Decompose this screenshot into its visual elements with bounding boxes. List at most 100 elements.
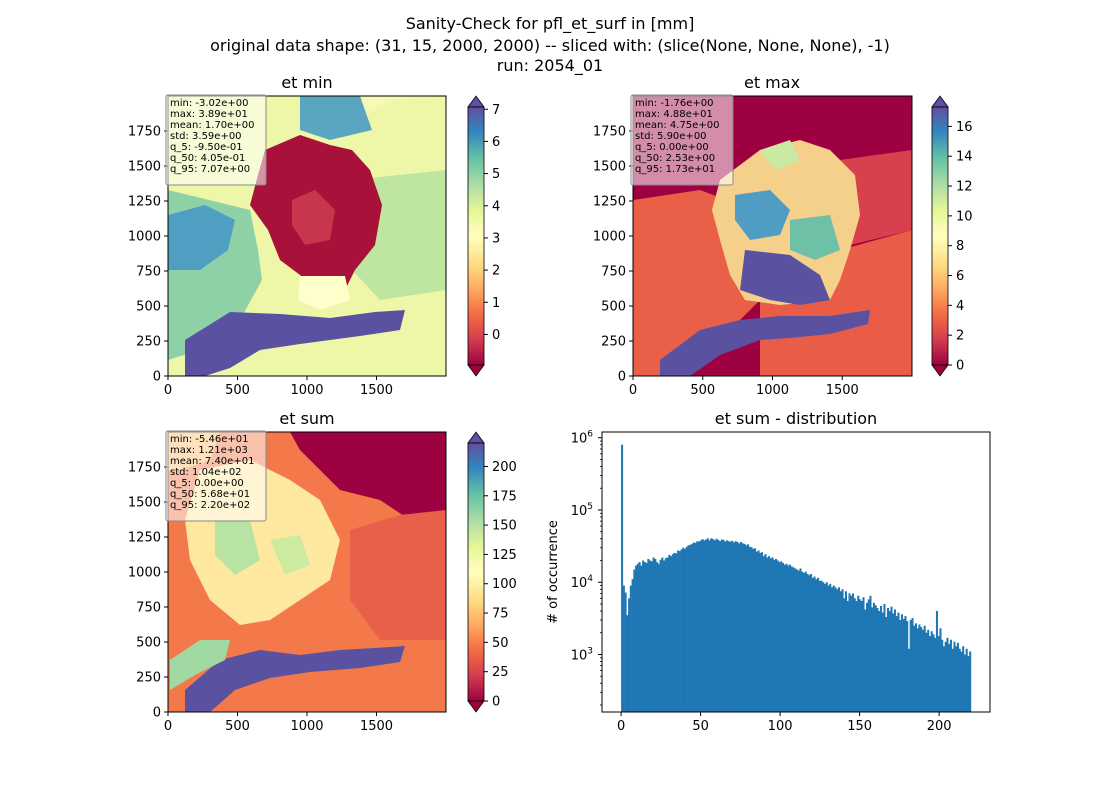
histogram-bar — [764, 554, 767, 712]
et-max-colorbar-bar — [931, 106, 949, 366]
histogram-bar — [661, 557, 664, 712]
histogram-bar — [754, 548, 757, 712]
histogram-xtick-label: 0 — [617, 719, 625, 734]
et-sum-cbar-tick-label: 50 — [492, 636, 509, 651]
et-sum-ytick-label: 1000 — [128, 566, 161, 581]
et-min-cbar-tick-label: 6 — [492, 135, 500, 150]
et-max-cbar-tick-label: 8 — [956, 239, 964, 254]
et-max-ytick-label: 1500 — [593, 160, 626, 175]
histogram-bar — [881, 612, 884, 712]
et-min-cbar-tick-label: 0 — [492, 328, 500, 343]
histogram-bar — [878, 610, 881, 712]
et-max-stat-line: std: 5.90e+00 — [635, 131, 707, 142]
histogram-bar — [675, 553, 678, 712]
histogram-bar — [729, 541, 732, 712]
histogram-bar — [762, 556, 765, 712]
et-sum-xtick-label: 1500 — [360, 719, 393, 734]
histogram-bar — [886, 607, 890, 712]
histogram-bar — [937, 636, 940, 712]
histogram-ylabel: # of occurrence — [546, 520, 561, 624]
et-max-xtick-label: 1000 — [756, 383, 789, 398]
histogram-bar — [727, 541, 730, 712]
histogram-title: et sum - distribution — [715, 409, 877, 428]
histogram-bar — [631, 579, 634, 712]
histogram-bar — [820, 580, 823, 712]
histogram-bar — [827, 585, 830, 712]
histogram-bar — [635, 565, 638, 712]
histogram-bar — [941, 639, 944, 712]
et-max-cbar-tick-label: 14 — [956, 150, 973, 165]
histogram-bar — [684, 548, 687, 712]
et-sum-colorbar-bar — [467, 442, 485, 702]
panel-et-min-title: et min — [281, 73, 332, 92]
et-min-stat-line: max: 3.89e+01 — [170, 109, 248, 120]
et-sum-stat-line: min: -5.46e+01 — [170, 434, 249, 445]
histogram-bar — [879, 605, 883, 712]
histogram-bar — [624, 592, 627, 712]
histogram-bar — [629, 585, 632, 712]
histogram-bar — [900, 614, 903, 712]
histogram-bar — [930, 631, 933, 712]
et-max-colorbar: 0 2 4 6 8 10 12 14 16 — [931, 95, 973, 377]
et-max-cbar-tick-label: 0 — [956, 359, 964, 374]
histogram-bar — [918, 624, 921, 712]
et-max-ytick-label: 750 — [601, 265, 626, 280]
panel-et-sum-title: et sum — [279, 409, 334, 428]
histogram-bar — [713, 540, 716, 712]
histogram-ytick-label: 105 — [571, 502, 593, 519]
et-max-stat-line: q_95: 1.73e+01 — [635, 164, 715, 175]
histogram-bar — [897, 612, 900, 712]
histogram-bar — [643, 562, 646, 712]
histogram-bar — [874, 605, 877, 712]
histogram-bar — [850, 595, 853, 712]
histogram-bar — [953, 641, 956, 712]
histogram-bar — [666, 557, 669, 712]
histogram-bar — [822, 582, 825, 712]
histogram-bar — [809, 574, 813, 712]
et-min-region-north-sea — [300, 96, 372, 140]
histogram-bar — [775, 558, 778, 712]
histogram-bar — [726, 540, 729, 712]
et-min-ytick-label: 750 — [136, 265, 161, 280]
et-min-cbar-tick-label: 4 — [492, 199, 500, 214]
histogram-bar — [934, 637, 937, 712]
histogram-bar — [944, 641, 947, 712]
et-min-colorbar-extend-min — [467, 364, 485, 377]
histogram-bar — [914, 623, 917, 712]
histogram-bar — [804, 571, 807, 712]
et-min-stat-line: std: 3.59e+00 — [170, 131, 242, 142]
et-max-region-alps — [660, 310, 870, 376]
histogram-bar — [699, 540, 702, 712]
histogram-bar — [942, 646, 945, 712]
histogram-bar — [689, 544, 692, 712]
histogram-bar — [872, 602, 876, 712]
histogram-bar — [956, 642, 959, 712]
et-sum-ytick-label: 1500 — [128, 496, 161, 511]
et-sum-cbar-tick-label: 200 — [492, 460, 517, 475]
et-max-stat-line: max: 4.88e+01 — [635, 109, 713, 120]
histogram-bar — [946, 637, 949, 712]
et-min-xtick-label: 500 — [225, 383, 250, 398]
histogram-bars — [621, 444, 972, 712]
histogram-bar — [855, 600, 858, 712]
histogram-bar — [796, 569, 799, 712]
histogram-bar — [823, 583, 827, 712]
et-min-region-west-blue — [168, 205, 235, 270]
histogram-bar — [696, 541, 699, 712]
histogram-bar — [622, 585, 625, 712]
histogram-bar — [916, 628, 919, 712]
et-max-ytick-label: 0 — [618, 370, 626, 385]
histogram-bar — [927, 629, 930, 712]
et-max-ytick-label: 250 — [601, 335, 626, 350]
et-min-cbar-tick-label: 2 — [492, 264, 500, 279]
et-max-cbar-tick-label: 6 — [956, 269, 964, 284]
histogram-bar — [830, 587, 834, 712]
histogram-bar — [864, 609, 867, 712]
suptitle-line-1: Sanity-Check for pfl_et_surf in [mm] — [406, 14, 695, 34]
histogram-bar — [708, 540, 711, 712]
et-sum-ytick-label: 1250 — [128, 531, 161, 546]
et-max-colorbar-extend-max — [931, 95, 949, 108]
histogram-bar — [736, 542, 739, 712]
et-sum-ytick-label: 500 — [136, 636, 161, 651]
